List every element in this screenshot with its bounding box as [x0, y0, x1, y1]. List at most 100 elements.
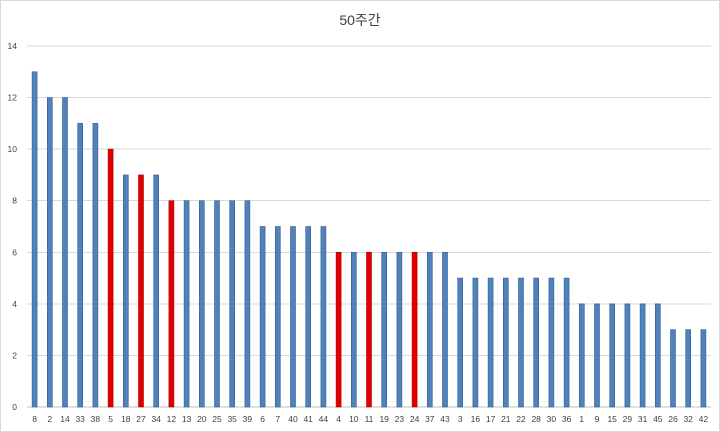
x-tick-label: 24 — [410, 414, 420, 424]
bar — [609, 303, 616, 408]
y-axis-ticks: 0 2 4 6 8 10 12 14 — [8, 41, 18, 412]
x-tick-label: 37 — [425, 414, 435, 424]
bar — [548, 277, 555, 408]
bar — [244, 200, 251, 408]
y-tick-label: 8 — [12, 196, 17, 206]
x-tick-label: 23 — [395, 414, 405, 424]
x-tick-label: 30 — [547, 414, 557, 424]
bar — [183, 200, 190, 408]
bars — [31, 71, 707, 408]
bar — [563, 277, 570, 408]
x-tick-label: 38 — [91, 414, 101, 424]
bar — [639, 303, 646, 408]
x-tick-label: 42 — [699, 414, 709, 424]
bar — [199, 200, 205, 408]
bar — [320, 226, 327, 408]
x-tick-label: 28 — [531, 414, 541, 424]
x-tick-label: 45 — [653, 414, 663, 424]
bar — [624, 303, 631, 408]
x-tick-label: 18 — [121, 414, 131, 424]
x-tick-label: 4 — [336, 414, 341, 424]
bar — [62, 97, 68, 408]
bar — [92, 123, 99, 408]
bar — [502, 277, 509, 408]
y-tick-label: 10 — [8, 144, 18, 154]
x-tick-label: 7 — [275, 414, 280, 424]
bar — [654, 303, 661, 408]
bar — [426, 251, 433, 408]
bar — [229, 200, 235, 408]
bar — [31, 71, 38, 408]
bar — [153, 174, 159, 408]
x-tick-label: 1 — [579, 414, 584, 424]
y-tick-label: 2 — [12, 350, 17, 360]
bar-highlighted — [107, 148, 114, 408]
bar — [214, 200, 220, 408]
y-tick-label: 6 — [12, 247, 17, 257]
x-tick-label: 41 — [303, 414, 313, 424]
bar — [396, 251, 403, 408]
bar-highlighted — [138, 174, 144, 408]
x-tick-label: 29 — [623, 414, 633, 424]
bar — [381, 251, 388, 408]
x-tick-label: 21 — [501, 414, 511, 424]
bar-highlighted — [168, 200, 175, 408]
x-tick-label: 12 — [167, 414, 177, 424]
bar-highlighted — [366, 251, 372, 408]
bar — [457, 277, 464, 408]
bar-highlighted — [335, 251, 342, 408]
bar — [518, 277, 524, 408]
x-tick-label: 26 — [668, 414, 678, 424]
x-tick-label: 13 — [182, 414, 192, 424]
bar — [350, 251, 357, 408]
x-tick-label: 44 — [319, 414, 329, 424]
bar — [700, 329, 707, 408]
x-tick-label: 16 — [471, 414, 481, 424]
bar — [594, 303, 600, 408]
y-tick-label: 14 — [8, 41, 18, 51]
bar — [578, 303, 585, 408]
bar — [472, 277, 479, 408]
bar — [533, 277, 540, 408]
bar — [259, 226, 266, 408]
bar-highlighted — [411, 251, 418, 408]
y-tick-label: 4 — [12, 299, 17, 309]
x-tick-label: 20 — [197, 414, 207, 424]
x-tick-label: 6 — [260, 414, 265, 424]
x-tick-label: 35 — [227, 414, 237, 424]
x-tick-label: 32 — [683, 414, 693, 424]
bar — [305, 226, 312, 408]
x-tick-label: 14 — [60, 414, 70, 424]
bar — [670, 329, 676, 408]
bar — [46, 97, 53, 408]
x-tick-label: 39 — [243, 414, 253, 424]
bar — [77, 123, 83, 408]
x-axis-ticks: 8 2 14 33 38 5 18 27 34 12 13 20 25 35 39 6 7 40 41 44 4 10 11… — [32, 414, 708, 424]
x-tick-label: 43 — [440, 414, 450, 424]
x-tick-label: 33 — [75, 414, 85, 424]
x-tick-label: 25 — [212, 414, 222, 424]
x-tick-label: 3 — [458, 414, 463, 424]
bar — [290, 226, 296, 408]
x-tick-label: 2 — [47, 414, 52, 424]
bar — [442, 251, 448, 408]
x-tick-label: 5 — [108, 414, 113, 424]
bar — [274, 226, 281, 408]
y-tick-label: 12 — [8, 93, 18, 103]
x-tick-label: 34 — [151, 414, 161, 424]
x-tick-label: 27 — [136, 414, 146, 424]
bar — [685, 329, 692, 408]
chart-title: 50주간 — [339, 12, 380, 28]
x-tick-label: 17 — [486, 414, 496, 424]
x-tick-label: 31 — [638, 414, 648, 424]
x-tick-label: 9 — [595, 414, 600, 424]
bar — [487, 277, 494, 408]
x-tick-label: 8 — [32, 414, 37, 424]
x-tick-label: 10 — [349, 414, 359, 424]
bar — [123, 174, 129, 408]
x-tick-label: 36 — [562, 414, 572, 424]
x-tick-label: 15 — [607, 414, 617, 424]
x-tick-label: 11 — [365, 414, 374, 424]
